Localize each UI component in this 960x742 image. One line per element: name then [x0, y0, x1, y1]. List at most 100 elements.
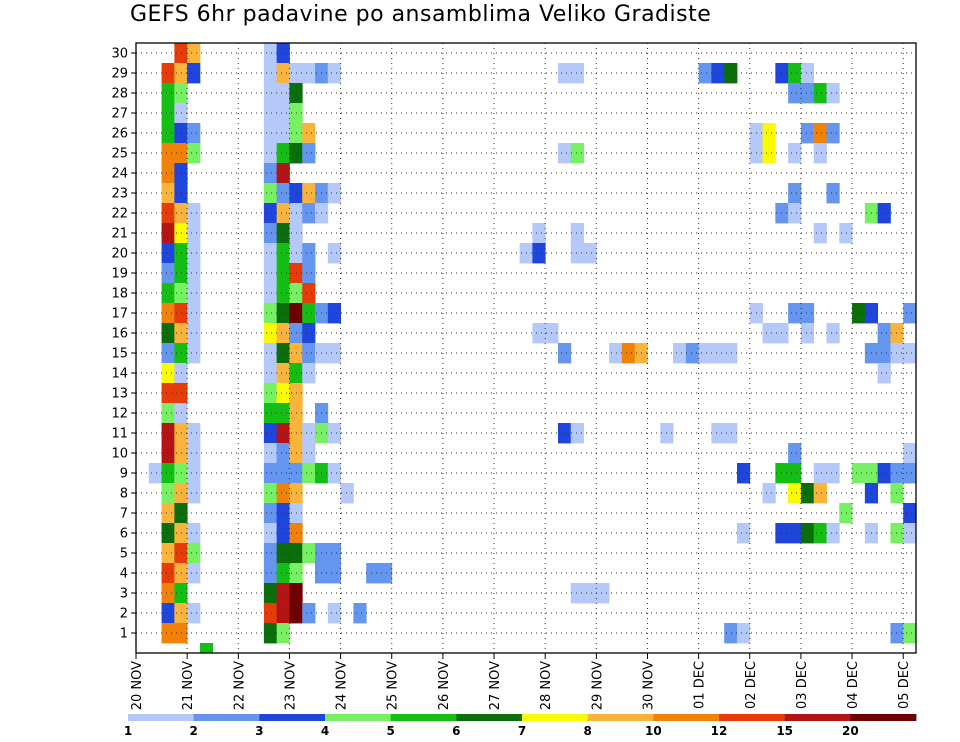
heatmap-cell	[890, 483, 904, 504]
colorbar-swatch	[259, 714, 326, 721]
heatmap-cell	[276, 303, 290, 324]
heatmap-cell	[711, 343, 725, 364]
heatmap-cell	[276, 523, 290, 544]
heatmap-cell	[800, 83, 815, 104]
y-tick-label: 27	[111, 107, 128, 122]
heatmap-cell	[263, 43, 278, 64]
heatmap-cell	[263, 223, 278, 244]
heatmap-cell	[174, 303, 188, 324]
heatmap-cell	[174, 163, 188, 184]
heatmap-cell	[276, 143, 290, 164]
heatmap-cell	[839, 223, 853, 244]
colorbar-label: 12	[711, 724, 728, 738]
heatmap-cell	[187, 323, 201, 344]
heatmap-cell	[302, 463, 316, 484]
y-tick-label: 3	[120, 587, 128, 602]
heatmap-cell	[263, 83, 278, 104]
heatmap-cell	[673, 343, 687, 364]
y-tick-label: 4	[120, 567, 128, 582]
heatmap-cell	[187, 123, 201, 144]
heatmap-cell	[302, 143, 316, 164]
heatmap-cell	[800, 483, 815, 504]
heatmap-cell	[903, 503, 917, 524]
heatmap-cell	[826, 523, 840, 544]
y-tick-label: 13	[111, 387, 128, 402]
heatmap-cell	[621, 343, 636, 364]
x-tick-label: 24 NOV	[335, 661, 350, 710]
heatmap-cell	[174, 263, 188, 284]
heatmap-cell	[877, 363, 891, 384]
y-tick-label: 26	[111, 127, 128, 142]
heatmap-cell	[302, 603, 316, 624]
heatmap-cell	[174, 63, 188, 84]
heatmap-cell	[698, 343, 712, 364]
heatmap-cell	[263, 243, 278, 264]
colorbar-swatch	[193, 714, 260, 721]
heatmap-cell	[161, 183, 175, 204]
heatmap-cell	[187, 483, 201, 504]
y-tick-label: 5	[120, 547, 128, 562]
heatmap-cell	[788, 463, 802, 484]
heatmap-cell	[276, 443, 290, 464]
heatmap-cell	[161, 443, 175, 464]
heatmap-cell	[161, 223, 175, 244]
heatmap-cell	[161, 283, 175, 304]
heatmap-cell	[276, 623, 290, 644]
chart-title: GEFS 6hr padavine po ansamblima Veliko G…	[130, 2, 712, 27]
heatmap-cell	[276, 223, 290, 244]
x-tick-label: 27 NOV	[488, 661, 503, 710]
heatmap-cell	[161, 63, 175, 84]
heatmap-cell	[174, 183, 188, 204]
heatmap-cell	[302, 303, 316, 324]
heatmap-cell	[788, 303, 802, 324]
heatmap-cell	[302, 283, 316, 304]
y-tick-label: 14	[111, 367, 128, 382]
heatmap-cell	[276, 363, 290, 384]
heatmap-cell	[762, 143, 776, 164]
colorbar-swatch	[128, 714, 195, 721]
heatmap-cell	[187, 143, 201, 164]
heatmap-cell	[532, 243, 546, 264]
heatmap-cell	[174, 43, 188, 64]
heatmap-cell	[327, 423, 341, 444]
heatmap-cell	[736, 463, 751, 484]
heatmap-cell	[327, 303, 341, 324]
heatmap-cell	[557, 63, 572, 84]
heatmap-cell	[276, 323, 290, 344]
heatmap-cell	[826, 83, 840, 104]
heatmap-cell	[813, 523, 827, 544]
heatmap-cell	[174, 463, 188, 484]
heatmap-cell	[327, 603, 341, 624]
heatmap-cell	[263, 343, 278, 364]
heatmap-cell	[813, 483, 827, 504]
heatmap-cell	[800, 303, 815, 324]
heatmap-cell	[327, 183, 341, 204]
heatmap-cell	[788, 83, 802, 104]
heatmap-cell	[187, 443, 201, 464]
heatmap-cell	[161, 203, 175, 224]
heatmap-cell	[174, 83, 188, 104]
heatmap-cell	[174, 543, 188, 564]
heatmap-cell	[685, 343, 700, 364]
heatmap-cell	[813, 83, 827, 104]
heatmap-cell	[161, 403, 175, 424]
heatmap-cell	[877, 463, 891, 484]
heatmap-cell	[276, 483, 290, 504]
heatmap-cell	[263, 383, 278, 404]
heatmap-cell	[174, 343, 188, 364]
heatmap-cell	[839, 503, 853, 524]
heatmap-cell	[583, 583, 597, 604]
heatmap-cell	[903, 623, 917, 644]
heatmap-cell	[276, 283, 290, 304]
heatmap-cell	[302, 443, 316, 464]
y-tick-label: 24	[111, 167, 128, 182]
heatmap-cell	[263, 583, 278, 604]
heatmap-cell	[187, 203, 201, 224]
heatmap-cell	[813, 463, 827, 484]
heatmap-cell	[263, 163, 278, 184]
heatmap-cell	[903, 523, 917, 544]
heatmap-cell	[187, 423, 201, 444]
heatmap-cell	[187, 603, 201, 624]
heatmap-cell	[161, 343, 175, 364]
heatmap-cell	[263, 63, 278, 84]
